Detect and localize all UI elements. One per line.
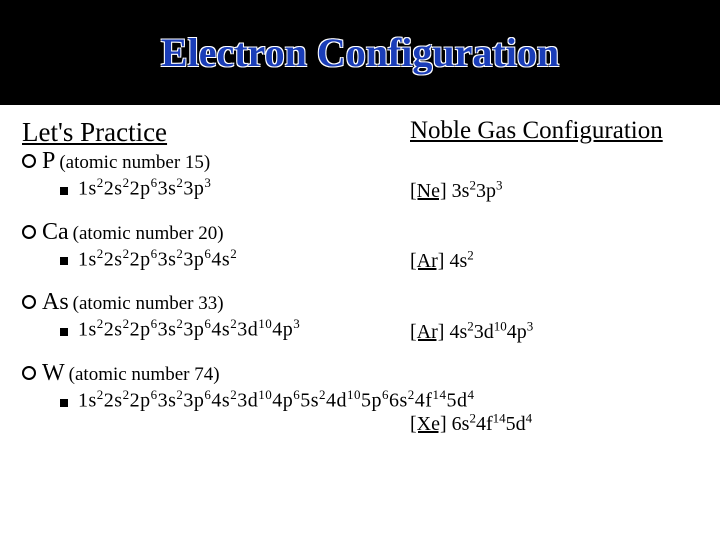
config-line: 1s22s22p63s23p64s23d104p65s24d105p66s24f… [60,387,698,413]
practice-heading: Let's Practice [22,117,167,147]
noble-cell-below: [Xe] 6s24f145d4 [410,411,698,437]
elements-container: P (atomic number 15)1s22s22p63s23p3 [Ne] … [22,148,698,436]
element-symbol: As [42,289,69,316]
config-row: 1s22s22p63s23p64s23d104p3 [Ar] 4s23d104p3 [22,316,698,344]
noble-cell: [Ar] 4s23d104p3 [410,316,698,344]
element-row: P (atomic number 15) [22,148,698,175]
full-config: 1s22s22p63s23p3 [78,175,211,201]
square-bullet-icon [60,399,68,407]
square-bullet-icon [60,328,68,336]
square-bullet-icon [60,257,68,265]
config-line: 1s22s22p63s23p3 [60,175,410,201]
open-bullet-icon [22,225,36,239]
noble-config: [Ar] 4s2 [410,250,474,272]
full-config: 1s22s22p63s23p64s23d104p3 [78,316,300,342]
page-title: Electron Configuration [161,29,559,76]
element-desc: (atomic number 74) [69,364,220,386]
config-left: 1s22s22p63s23p64s2 [22,246,410,272]
element-line: P (atomic number 15) [22,148,410,175]
config-left: 1s22s22p63s23p3 [22,175,410,201]
config-row: 1s22s22p63s23p3 [Ne] 3s23p3 [22,175,698,203]
config-left: 1s22s22p63s23p64s23d104p65s24d105p66s24f… [22,387,698,413]
element-block-w: W (atomic number 74)1s22s22p63s23p64s23d… [22,360,698,436]
element-left: As (atomic number 33) [22,289,410,316]
config-left: 1s22s22p63s23p64s23d104p3 [22,316,410,342]
element-desc: (atomic number 20) [73,223,224,245]
element-row: W (atomic number 74) [22,360,698,387]
element-line: W (atomic number 74) [22,360,410,387]
square-bullet-icon [60,187,68,195]
left-heading-cell: Let's Practice [22,117,410,148]
config-row: 1s22s22p63s23p64s23d104p65s24d105p66s24f… [22,387,698,413]
element-left: P (atomic number 15) [22,148,410,175]
config-line: 1s22s22p63s23p64s23d104p3 [60,316,410,342]
heading-row: Let's Practice Noble Gas Configuration [22,117,698,148]
element-block-p: P (atomic number 15)1s22s22p63s23p3 [Ne] … [22,148,698,203]
open-bullet-icon [22,154,36,168]
noble-heading: Noble Gas Configuration [410,117,663,144]
noble-cell: [Ne] 3s23p3 [410,175,698,203]
element-left: Ca (atomic number 20) [22,219,410,246]
element-block-ca: Ca (atomic number 20)1s22s22p63s23p64s2 [… [22,219,698,274]
noble-config: [Xe] 6s24f145d4 [410,413,532,435]
element-left: W (atomic number 74) [22,360,410,387]
element-desc: (atomic number 33) [73,293,224,315]
noble-config: [Ar] 4s23d104p3 [410,321,533,343]
element-desc: (atomic number 15) [59,152,210,174]
open-bullet-icon [22,295,36,309]
config-row: 1s22s22p63s23p64s2 [Ar] 4s2 [22,246,698,274]
element-block-as: As (atomic number 33)1s22s22p63s23p64s23… [22,289,698,344]
noble-cell: [Ar] 4s2 [410,246,698,274]
full-config: 1s22s22p63s23p64s23d104p65s24d105p66s24f… [78,387,474,413]
right-heading-cell: Noble Gas Configuration [410,117,698,145]
full-config: 1s22s22p63s23p64s2 [78,246,237,272]
element-line: As (atomic number 33) [22,289,410,316]
open-bullet-icon [22,366,36,380]
element-row: Ca (atomic number 20) [22,219,698,246]
element-row: As (atomic number 33) [22,289,698,316]
noble-config: [Ne] 3s23p3 [410,180,502,202]
content-area: Let's Practice Noble Gas Configuration P… [0,105,720,436]
element-line: Ca (atomic number 20) [22,219,410,246]
element-symbol: W [42,360,65,387]
title-bar: Electron Configuration [0,0,720,105]
element-symbol: P [42,148,55,175]
config-line: 1s22s22p63s23p64s2 [60,246,410,272]
element-symbol: Ca [42,219,69,246]
